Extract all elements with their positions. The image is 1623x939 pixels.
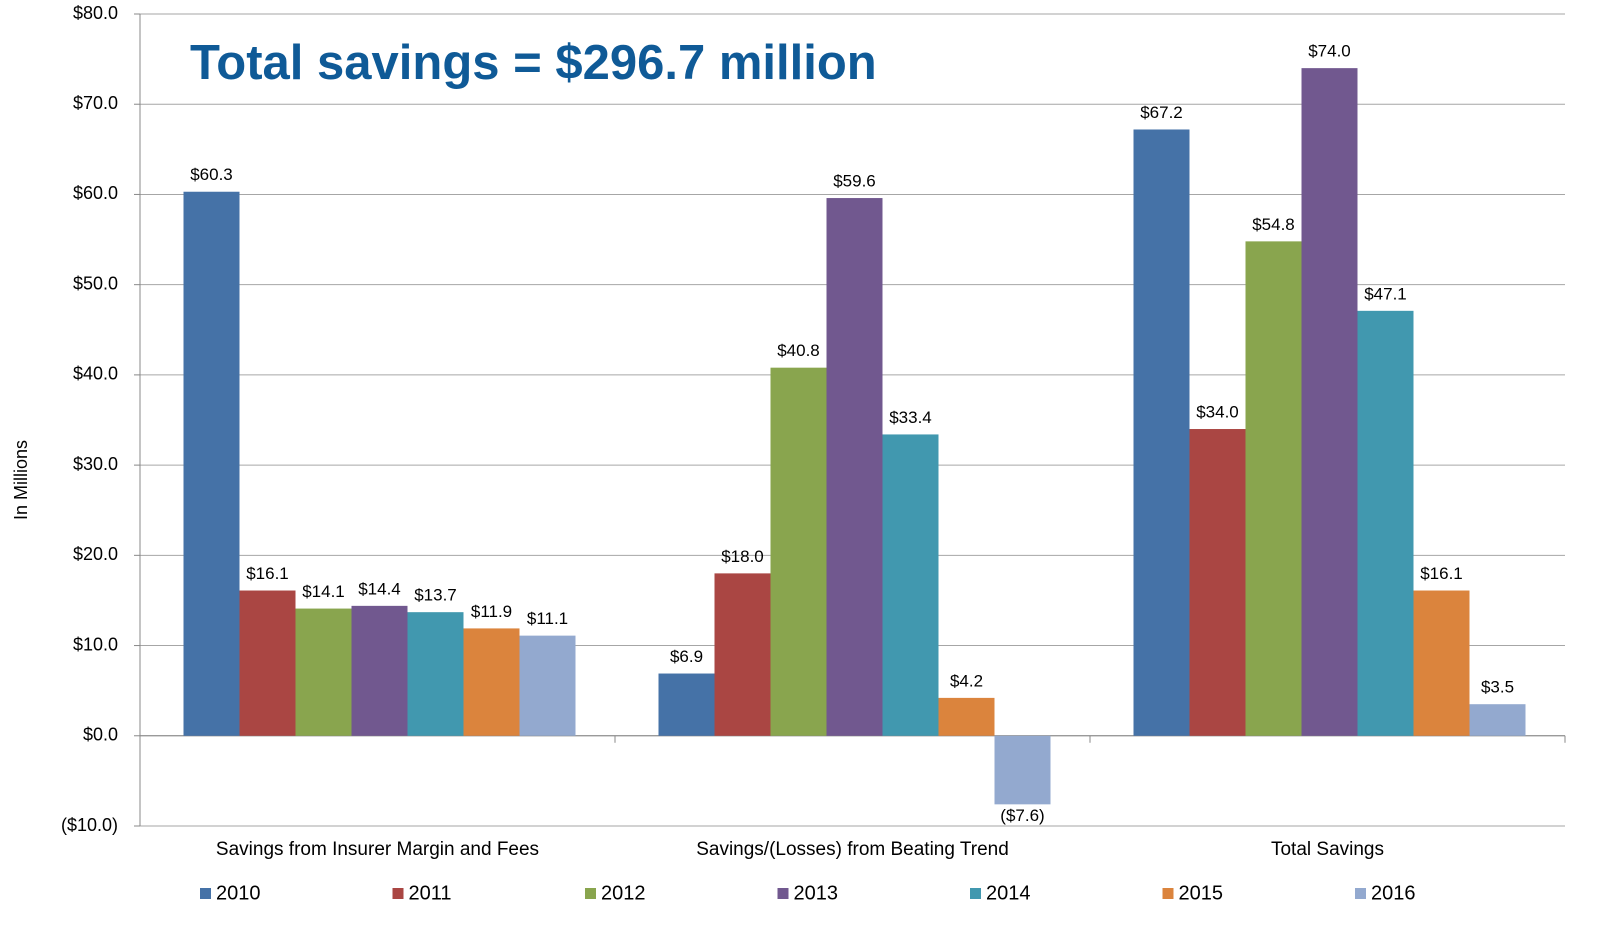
value-label: $47.1 xyxy=(1364,284,1407,303)
value-label: $16.1 xyxy=(246,564,289,583)
legend-swatch xyxy=(392,888,404,899)
legend-swatch xyxy=(585,888,596,899)
value-label: $6.9 xyxy=(670,647,703,666)
value-label: $11.9 xyxy=(471,602,512,621)
bar xyxy=(1413,590,1470,736)
y-tick-label: $70.0 xyxy=(73,93,118,113)
value-label: $13.7 xyxy=(414,586,457,605)
bar xyxy=(658,673,715,736)
x-tick-label: Total Savings xyxy=(1271,839,1384,860)
bar xyxy=(994,735,1051,805)
y-tick-label: ($10.0) xyxy=(61,815,118,835)
y-tick-label: $20.0 xyxy=(73,544,118,564)
legend-label: 2015 xyxy=(1179,882,1224,904)
y-tick-label: $80.0 xyxy=(73,3,118,23)
chart-title: Total savings = $296.7 million xyxy=(190,36,877,90)
bar xyxy=(519,635,576,736)
legend-swatch xyxy=(777,888,789,899)
value-label: $16.1 xyxy=(1420,564,1463,583)
bar xyxy=(714,573,771,736)
value-label: $14.4 xyxy=(358,579,401,598)
bar xyxy=(826,198,883,736)
legend-swatch xyxy=(1162,888,1174,899)
y-axis-label: In Millions xyxy=(11,440,31,520)
bar xyxy=(1469,704,1526,736)
x-tick-label: Savings from Insurer Margin and Fees xyxy=(216,839,539,860)
bar xyxy=(1189,429,1246,736)
value-label: $54.8 xyxy=(1252,215,1295,234)
value-label: $18.0 xyxy=(721,547,764,566)
legend-label: 2010 xyxy=(216,882,261,904)
value-label: $74.0 xyxy=(1308,42,1351,61)
bar xyxy=(1133,129,1190,736)
legend-label: 2011 xyxy=(409,882,452,904)
bar xyxy=(295,608,352,736)
bar xyxy=(938,697,995,736)
y-tick-label: $0.0 xyxy=(83,725,118,745)
value-label: $59.6 xyxy=(833,172,876,191)
legend-label: 2016 xyxy=(1371,882,1416,904)
bar xyxy=(882,434,939,736)
value-label: $40.8 xyxy=(777,341,820,360)
y-tick-label: $10.0 xyxy=(73,634,118,654)
y-tick-label: $50.0 xyxy=(73,273,118,293)
bar xyxy=(407,612,464,736)
bar xyxy=(770,367,827,736)
bar xyxy=(1357,310,1414,736)
y-tick-label: $40.0 xyxy=(73,364,118,384)
legend-swatch xyxy=(1355,888,1366,899)
bar xyxy=(1301,68,1358,736)
bar xyxy=(183,191,240,736)
legend-label: 2012 xyxy=(601,882,646,904)
bar xyxy=(351,605,408,736)
bar xyxy=(463,628,520,736)
value-label: $14.1 xyxy=(302,582,345,601)
value-label: $3.5 xyxy=(1481,678,1514,697)
value-label: ($7.6) xyxy=(1000,806,1044,825)
value-label: $11.1 xyxy=(527,609,568,628)
value-label: $34.0 xyxy=(1196,403,1239,422)
legend-swatch xyxy=(970,888,981,899)
legend-swatch xyxy=(200,888,211,899)
x-tick-label: Savings/(Losses) from Beating Trend xyxy=(696,839,1009,860)
bar xyxy=(239,590,296,736)
value-label: $33.4 xyxy=(889,408,932,427)
legend-label: 2014 xyxy=(986,882,1031,904)
bar xyxy=(1245,241,1302,736)
y-tick-label: $30.0 xyxy=(73,454,118,474)
y-tick-label: $60.0 xyxy=(73,183,118,203)
value-label: $4.2 xyxy=(950,671,983,690)
legend-label: 2013 xyxy=(794,882,839,904)
value-label: $67.2 xyxy=(1140,103,1183,122)
value-label: $60.3 xyxy=(190,165,233,184)
